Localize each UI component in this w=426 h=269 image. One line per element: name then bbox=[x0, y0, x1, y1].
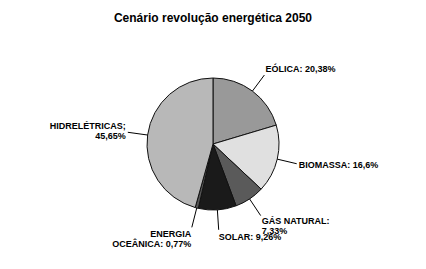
html-text:Cenário revolução energética 2: Cenário revolução energética 2050 bbox=[114, 11, 312, 25]
svg-text:BIOMASSA: 16,6%: BIOMASSA: 16,6% bbox=[299, 160, 379, 170]
svg-text:ENERGIAOCEÂNICA: 0,77%: ENERGIAOCEÂNICA: 0,77% bbox=[112, 229, 192, 249]
svg-text:EÓLICA: 20,38%: EÓLICA: 20,38% bbox=[266, 63, 336, 74]
svg-text:HIDRELÉTRICAS;45,65%: HIDRELÉTRICAS;45,65% bbox=[50, 121, 126, 141]
html-text:GÁS NATURAL:: GÁS NATURAL: bbox=[261, 215, 330, 226]
html-text:7,33%: 7,33% bbox=[261, 225, 288, 236]
svg-text:SOLAR: 9,26%: SOLAR: 9,26% bbox=[219, 232, 282, 242]
